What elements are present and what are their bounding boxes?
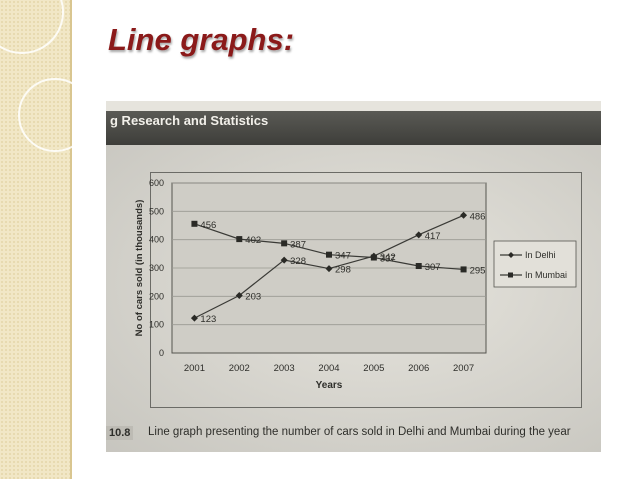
data-label: 328 (290, 256, 306, 267)
y-tick-label: 500 (149, 206, 164, 216)
data-label: 456 (200, 220, 216, 231)
data-label: 203 (245, 291, 261, 302)
data-point-mumbai (236, 236, 243, 243)
data-label: 295 (470, 265, 486, 276)
chart-legend: In Delhi In Mumbai (493, 240, 577, 288)
x-tick-label: 2002 (229, 363, 250, 374)
y-tick-label: 0 (159, 348, 164, 358)
legend-label: In Delhi (525, 250, 556, 260)
data-point-mumbai (415, 263, 422, 270)
x-tick-label: 2005 (363, 363, 384, 374)
y-tick-label: 200 (149, 291, 164, 301)
line-chart: 0 100 200 300 400 500 600 2001 2002 2003 2004 2005… (134, 178, 577, 391)
y-axis-label: No of cars sold (in thousands) (134, 200, 145, 337)
slide-side-panel (0, 0, 72, 479)
x-tick-label: 2001 (184, 363, 205, 374)
data-point-mumbai (281, 240, 288, 247)
data-label: 486 (470, 211, 486, 222)
figure-caption: Line graph presenting the number of cars… (148, 426, 571, 438)
y-tick-label: 600 (149, 178, 164, 188)
slide-side-divider (70, 0, 72, 479)
data-point-delhi (415, 231, 423, 239)
data-point-mumbai (326, 251, 332, 258)
textbook-photo: g Research and Statistics 0 100 200 300 400 5… (106, 101, 601, 452)
legend-box (493, 240, 577, 288)
data-label: 417 (425, 231, 441, 242)
decorative-swirl (18, 78, 92, 152)
data-label: 298 (335, 265, 351, 276)
x-tick-label: 2007 (453, 363, 474, 374)
data-point-mumbai (191, 220, 198, 227)
x-tick-label: 2004 (318, 363, 339, 374)
data-label: 342 (380, 252, 396, 263)
x-tick-label: 2003 (274, 363, 295, 374)
book-header-text: g Research and Statistics (110, 113, 269, 128)
data-point-mumbai (370, 254, 377, 261)
x-axis-label: Years (316, 380, 343, 391)
y-tick-label: 300 (149, 263, 164, 273)
data-point-delhi (235, 291, 243, 299)
chart-frame (150, 172, 582, 408)
data-point-delhi (460, 211, 468, 219)
data-label: 123 (200, 314, 216, 325)
legend-marker-delhi (508, 252, 514, 258)
data-label: 387 (290, 239, 306, 250)
data-point-delhi (280, 256, 288, 264)
data-point-mumbai (460, 266, 467, 273)
legend-label: In Mumbai (525, 270, 567, 280)
data-label: 347 (335, 251, 351, 262)
data-point-delhi (325, 265, 333, 273)
data-label: 402 (245, 235, 261, 246)
data-point-delhi (190, 314, 198, 322)
slide-title: Line graphs: (108, 22, 295, 57)
x-tick-label: 2006 (408, 363, 429, 374)
y-tick-label: 100 (149, 320, 164, 330)
data-label: 307 (425, 262, 441, 273)
legend-marker-mumbai (508, 272, 513, 278)
figure-number: 10.8 (106, 426, 134, 440)
y-tick-label: 400 (149, 235, 164, 245)
data-label: 337 (380, 254, 396, 265)
book-header-band (106, 111, 601, 145)
